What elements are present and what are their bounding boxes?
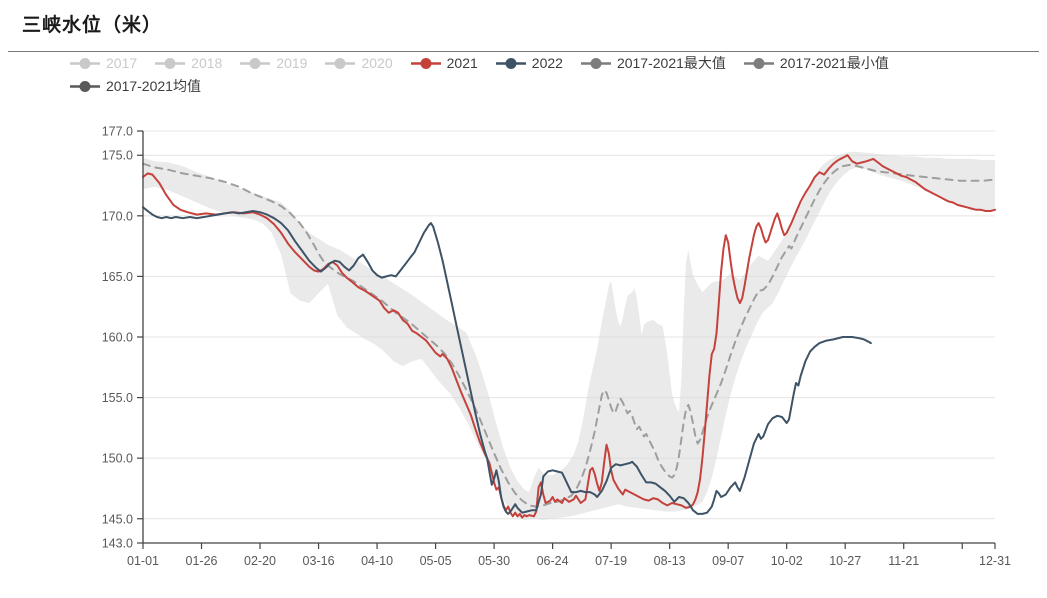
legend-item-2022[interactable]: 2022 — [495, 55, 563, 71]
y-tick-label: 177.0 — [102, 125, 133, 139]
x-tick-label: 08-13 — [654, 554, 686, 568]
x-tick-label: 10-27 — [829, 554, 861, 568]
legend-item-min-2017-2021[interactable]: 2017-2021最小值 — [743, 55, 889, 71]
y-tick-label: 155.0 — [102, 391, 133, 405]
y-tick-label: 143.0 — [102, 537, 133, 551]
legend-item-max-2017-2021[interactable]: 2017-2021最大值 — [580, 55, 726, 71]
legend-label: 2017-2021最大值 — [616, 55, 726, 71]
legend-label: 2019 — [276, 55, 308, 71]
x-tick-label: 09-07 — [712, 554, 744, 568]
legend-label: 2021 — [446, 55, 478, 71]
legend-marker-icon — [580, 57, 611, 69]
y-tick-label: 165.0 — [102, 270, 133, 284]
legend-item-2021[interactable]: 2021 — [410, 55, 478, 71]
series-line-2022 — [142, 206, 872, 515]
legend-label: 2017 — [106, 55, 138, 71]
legend: 2017 2018 2019 2020 2021 2022 2017-2021最大值 2017… — [70, 56, 1000, 93]
legend-label: 2020 — [361, 55, 393, 71]
x-tick-label: 02-20 — [244, 554, 276, 568]
legend-marker-icon — [495, 57, 526, 69]
legend-marker-icon — [70, 57, 100, 69]
legend-item-2017[interactable]: 2017 — [70, 56, 137, 70]
y-tick-label: 170.0 — [102, 209, 133, 223]
y-tick-label: 175.0 — [102, 149, 133, 163]
series-line-2017-2021- — [142, 162, 996, 508]
title-divider — [8, 51, 1039, 52]
legend-item-avg-2017-2021[interactable]: 2017-2021均值 — [70, 79, 201, 93]
x-tick-label: 05-05 — [420, 554, 452, 568]
x-tick-label: 01-26 — [186, 554, 218, 568]
x-tick-label: 07-19 — [595, 554, 627, 568]
legend-label: 2022 — [531, 55, 563, 71]
x-tick-label: 04-10 — [361, 554, 393, 568]
legend-marker-icon — [743, 57, 774, 69]
y-tick-label: 160.0 — [102, 331, 133, 345]
x-tick-label: 03-16 — [303, 554, 335, 568]
legend-item-2020[interactable]: 2020 — [325, 55, 393, 71]
band-minmax-2017-2021 — [143, 151, 995, 520]
legend-label: 2017-2021最小值 — [779, 55, 889, 71]
legend-marker-icon — [240, 57, 271, 69]
legend-label: 2018 — [191, 55, 223, 71]
x-tick-label: 11-21 — [888, 554, 919, 568]
legend-marker-icon — [70, 80, 100, 92]
x-tick-label: 01-01 — [127, 554, 159, 568]
axes: 143.0 145.0 150.0 155.0 160.0 165.0 170.0 175.0… — [102, 125, 1011, 569]
legend-item-2018[interactable]: 2018 — [155, 56, 222, 70]
series-line-2021 — [142, 154, 996, 519]
gridlines — [143, 130, 995, 520]
y-tick-label: 145.0 — [102, 512, 133, 526]
x-tick-label: 06-24 — [537, 554, 569, 568]
legend-marker-icon — [155, 57, 186, 69]
x-tick-label: 05-30 — [478, 554, 510, 568]
x-tick-label: 10-02 — [771, 554, 803, 568]
legend-item-2019[interactable]: 2019 — [240, 56, 307, 70]
x-tick-label: 12-31 — [979, 554, 1011, 568]
legend-marker-icon — [410, 57, 441, 69]
chart-title: 三峡水位（米） — [22, 15, 163, 36]
legend-marker-icon — [325, 57, 356, 69]
legend-label: 2017-2021均值 — [106, 78, 201, 94]
y-tick-label: 150.0 — [102, 452, 133, 466]
